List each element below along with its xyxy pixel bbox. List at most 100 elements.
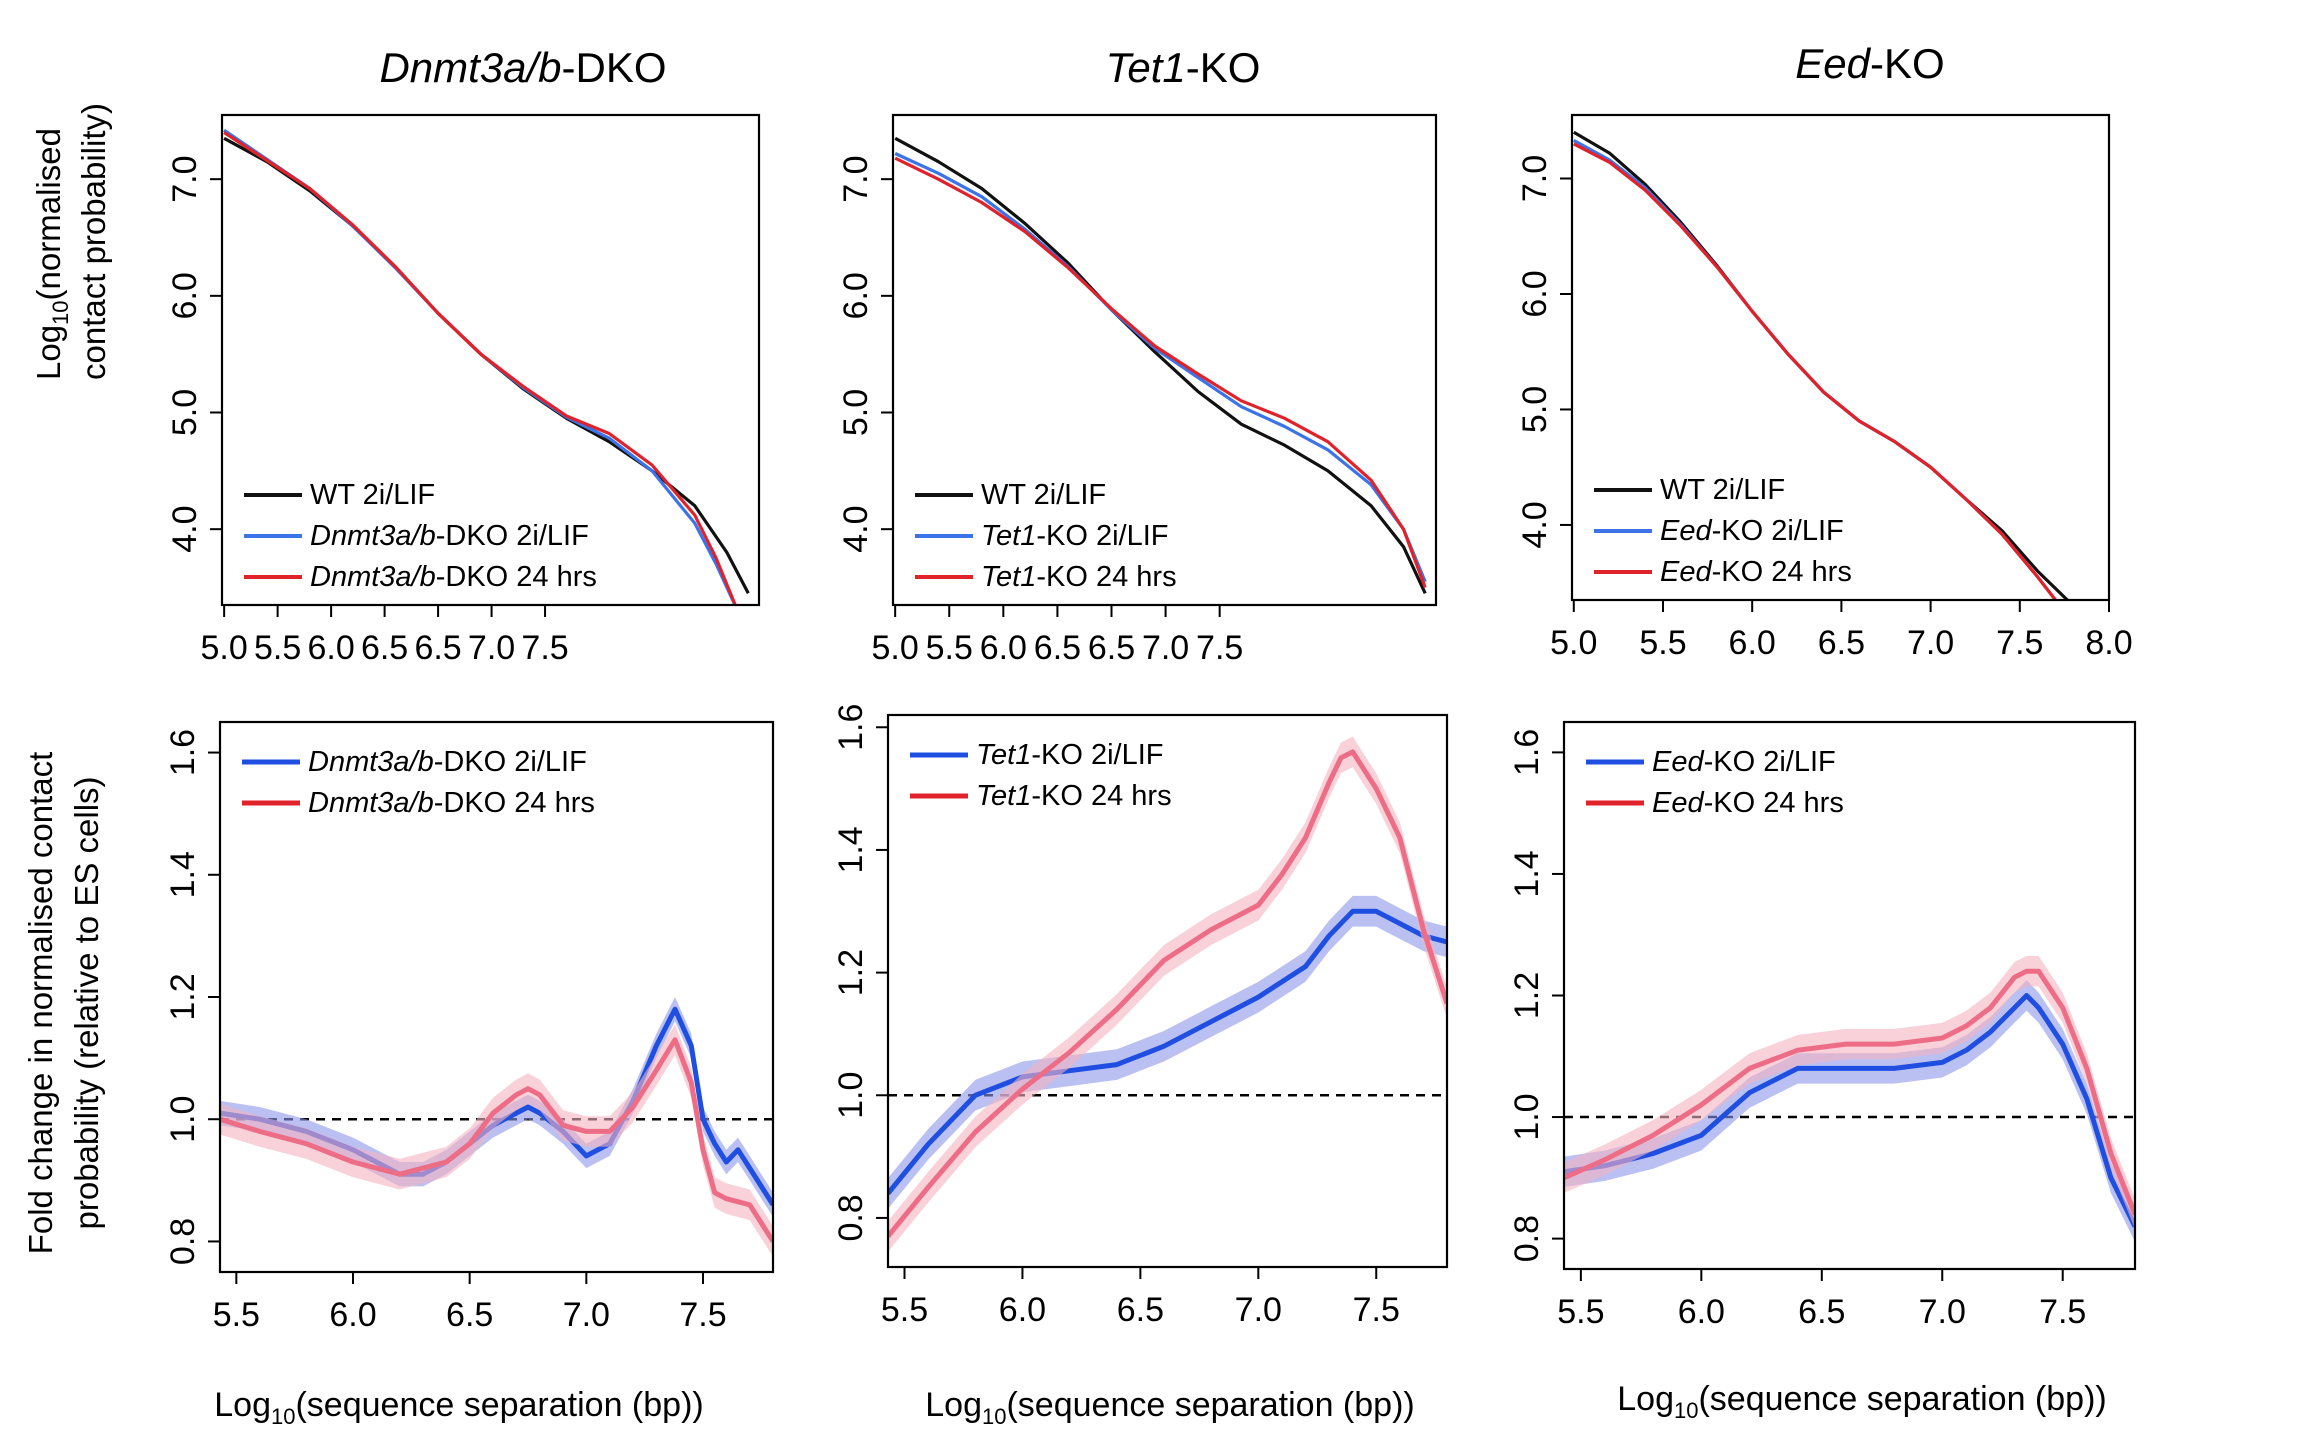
y-tick-label: 1.4 [164, 851, 202, 898]
column-title-rest: -DKO [562, 44, 667, 91]
legend-label-text: -KO 24 hrs [1712, 556, 1852, 588]
legend-label: Tet1-KO 24 hrs [981, 561, 1177, 593]
legend-label-italic: Tet1 [976, 739, 1031, 771]
x-tick-label: 5.5 [1557, 1293, 1604, 1331]
confidence-band [888, 895, 1447, 1209]
x-tick-label: 7.0 [1907, 624, 1954, 662]
bottom-ylabel: Fold change in normalised contact [22, 752, 59, 1255]
legend-label-italic: Dnmt3a/b [310, 561, 436, 593]
plot-area [1572, 130, 2070, 600]
y-tick-label: 1.6 [1508, 729, 1546, 776]
legend-label-italic: Dnmt3a/b [310, 520, 436, 552]
legend-label-text: -KO 2i/LIF [1712, 515, 1844, 547]
legend-label: Dnmt3a/b-DKO 24 hrs [308, 787, 595, 819]
column-title-rest: -KO [1870, 40, 1945, 87]
top-ylabel-sub: 10 [48, 300, 73, 324]
legend-label-text: WT 2i/LIF [1660, 474, 1785, 506]
legend-label-text: -KO 2i/LIF [1704, 746, 1836, 778]
xlabel: Log10(sequence separation (bp)) [1617, 1380, 2106, 1423]
y-tick-label: 1.2 [164, 973, 202, 1020]
legend-label: Eed-KO 2i/LIF [1660, 515, 1844, 547]
legend-label-italic: Tet1 [976, 780, 1031, 812]
y-tick-label: 6.0 [166, 272, 204, 319]
legend-label-text: -DKO 2i/LIF [436, 520, 589, 552]
top-ylabel-rest: (normalised [30, 128, 67, 300]
y-tick-label: 1.4 [1508, 850, 1546, 897]
x-tick-label: 7.5 [679, 1296, 726, 1334]
legend-label: Eed-KO 2i/LIF [1652, 746, 1836, 778]
x-tick-label: 7.0 [468, 629, 515, 667]
legend-label-text: -KO 2i/LIF [1036, 520, 1168, 552]
series-line [888, 749, 1447, 1238]
legend-label: Eed-KO 24 hrs [1660, 556, 1852, 588]
legend-label-italic: Dnmt3a/b [308, 787, 434, 819]
chart-panel: 5.0 5.5 6.0 6.5 7.0 7.5 8.0 4.0 5.0 6.0 7.0 WT 2i/L… [1516, 113, 2133, 662]
legend-label-italic: Eed [1660, 556, 1712, 588]
y-tick-label: 7.0 [837, 156, 875, 203]
legend-label: Tet1-KO 2i/LIF [981, 520, 1169, 552]
x-tick-label: 6.5 [1818, 624, 1865, 662]
y-tick-label: 5.0 [166, 389, 204, 436]
legend-label-text: -DKO 24 hrs [436, 561, 597, 593]
y-tick-label: 0.8 [832, 1194, 870, 1241]
x-tick-label: 7.0 [1919, 1293, 1966, 1331]
x-tick-label: 8.0 [2085, 624, 2132, 662]
x-tick-label: 6.0 [1678, 1293, 1725, 1331]
y-tick-label: 5.0 [1516, 386, 1554, 433]
y-tick-label: 1.0 [832, 1072, 870, 1119]
top-ylabel: Log10(normalised [30, 128, 73, 380]
plot-area [223, 128, 750, 605]
x-tick-label: 5.5 [254, 629, 301, 667]
x-tick-label: 5.5 [881, 1291, 928, 1329]
chart-panel: 5.5 6.0 6.5 7.0 7.5 0.8 1.0 1.2 1.4 1.6 Dnmt3a/b-D… [164, 720, 775, 1334]
y-tick-label: 0.8 [1508, 1215, 1546, 1262]
x-tick-label: 6.5 [1798, 1293, 1845, 1331]
top-ylabel-line2: contact probability) [75, 103, 112, 380]
x-tick-label: 7.5 [521, 629, 568, 667]
legend-label-text: -DKO 2i/LIF [434, 746, 587, 778]
legend-label-text: -DKO 24 hrs [434, 787, 595, 819]
column-title: Tet1-KO [1106, 44, 1261, 91]
legend-label: WT 2i/LIF [310, 479, 435, 511]
confidence-band [1564, 956, 2135, 1230]
y-tick-label: 0.8 [164, 1218, 202, 1265]
y-tick-label: 7.0 [1516, 155, 1554, 202]
x-tick-label: 5.0 [1550, 624, 1597, 662]
x-tick-label: 5.5 [926, 629, 973, 667]
plot-frame [891, 113, 1438, 607]
legend-label: Tet1-KO 2i/LIF [976, 739, 1164, 771]
y-tick-label: 1.0 [164, 1096, 202, 1143]
x-tick-label: 6.5 [361, 629, 408, 667]
y-tick-label: 4.0 [166, 506, 204, 553]
bottom-ylabel-2: probability (relative to ES cells) [68, 776, 105, 1229]
legend-label: Dnmt3a/b-DKO 24 hrs [310, 561, 597, 593]
series-line [1564, 993, 2135, 1228]
legend-label: WT 2i/LIF [1660, 474, 1785, 506]
y-tick-label: 4.0 [1516, 501, 1554, 548]
legend-label: Dnmt3a/b-DKO 2i/LIF [308, 746, 587, 778]
x-tick-label: 6.5 [1117, 1291, 1164, 1329]
column-title-italic: Eed [1795, 40, 1871, 87]
x-tick-label: 7.5 [1196, 629, 1243, 667]
x-tick-label: 6.0 [999, 1291, 1046, 1329]
y-tick-label: 6.0 [1516, 270, 1554, 317]
bottom-ylabel-line2: probability (relative to ES cells) [68, 776, 105, 1229]
legend-label: Eed-KO 24 hrs [1652, 787, 1844, 819]
legend-label-italic: Eed [1660, 515, 1712, 547]
x-tick-label: 6.5 [1088, 629, 1135, 667]
legend-label-italic: Eed [1652, 787, 1704, 819]
chart-panel: 5.5 6.0 6.5 7.0 7.5 0.8 1.0 1.2 1.4 1.6 Tet1-KO 2i… [832, 704, 1449, 1329]
column-title-rest: -KO [1186, 44, 1261, 91]
legend-label-text: WT 2i/LIF [310, 479, 435, 511]
confidence-band [888, 736, 1447, 1252]
bottom-ylabel-line1: Fold change in normalised contact [22, 752, 59, 1255]
y-tick-label: 6.0 [837, 272, 875, 319]
legend-label: Dnmt3a/b-DKO 2i/LIF [310, 520, 589, 552]
y-tick-label: 4.0 [837, 506, 875, 553]
top-ylabel-log: Log [30, 325, 67, 380]
y-tick-label: 1.2 [832, 949, 870, 996]
plot-area [894, 136, 1427, 594]
y-tick-label: 7.0 [166, 156, 204, 203]
series-line [220, 1037, 773, 1243]
